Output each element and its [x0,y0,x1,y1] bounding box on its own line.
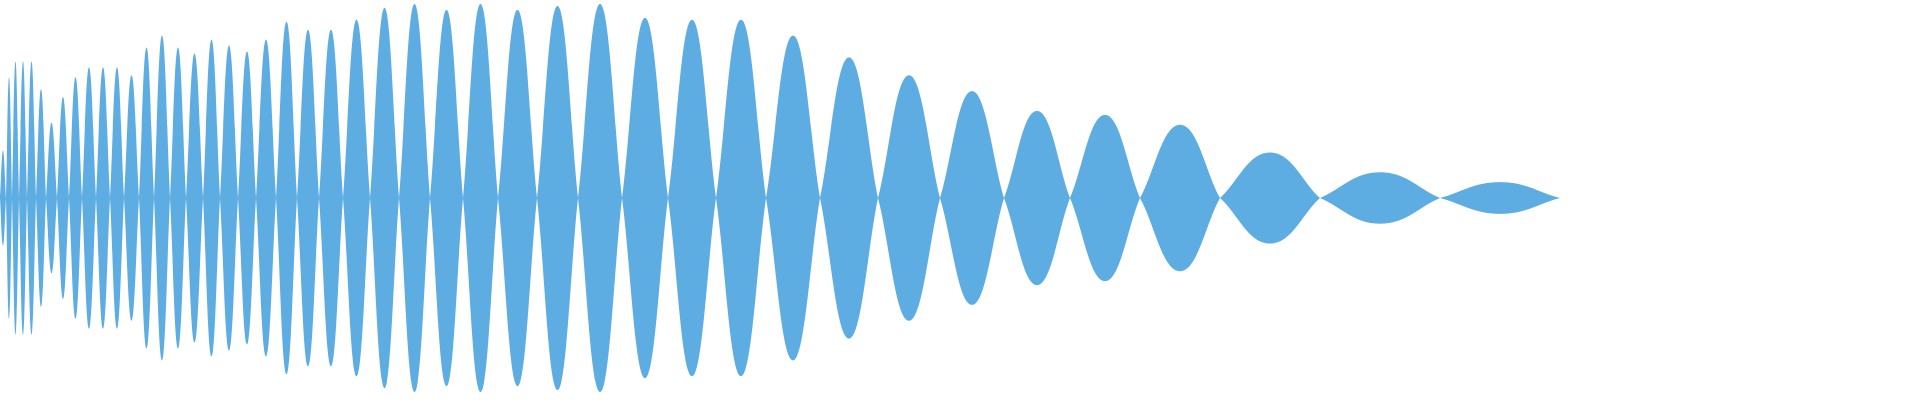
waveform-lobe [430,9,463,387]
waveform-lobe [69,77,82,319]
waveform-lobe [498,9,537,387]
waveform-lobe [370,7,399,389]
waveform-lobe [139,47,154,349]
waveform-lobe [940,91,1004,305]
waveform-lobe [766,35,820,361]
waveform-lobe [36,89,46,307]
waveform-lobe [463,3,498,393]
waveform-lobe [343,19,370,377]
waveform-lobe [1220,152,1320,244]
waveform-lobe [1320,172,1440,224]
waveform-lobe [220,45,238,351]
waveform-lobe [19,61,27,335]
waveform-lobe [297,29,319,367]
waveform-lobe [12,61,19,335]
waveform-lobe [668,19,716,377]
waveform-lobe [319,29,343,367]
waveform-lobes [0,3,1560,393]
waveform-lobe [1070,114,1140,282]
waveform-lobe [6,77,12,319]
waveform-lobe [110,67,124,329]
waveform-lobe [578,3,622,393]
waveform-lobe [256,39,276,357]
waveform-lobe [399,3,430,393]
waveform-lobe [622,17,668,379]
waveform-lobe [82,67,96,329]
waveform-lobe [46,122,57,274]
waveform-lobe [154,35,170,361]
waveform-lobe [820,57,878,339]
waveform-lobe [57,97,69,299]
waveform-lobe [537,5,578,391]
waveform-lobe [716,19,766,377]
waveform-lobe [96,67,110,329]
waveform-lobe [170,47,186,349]
waveform-lobe [1004,110,1070,286]
waveform-lobe [0,150,6,246]
waveform-lobe [186,53,203,343]
waveform-lobe [276,21,297,375]
waveform-lobe [27,61,36,335]
waveform-lobe [124,75,139,321]
waveform-lobe [1440,182,1560,214]
waveform-lobe [878,75,940,321]
waveform-lobe [238,51,256,345]
waveform-lobe [1140,124,1220,272]
waveform-lobe [203,39,220,357]
